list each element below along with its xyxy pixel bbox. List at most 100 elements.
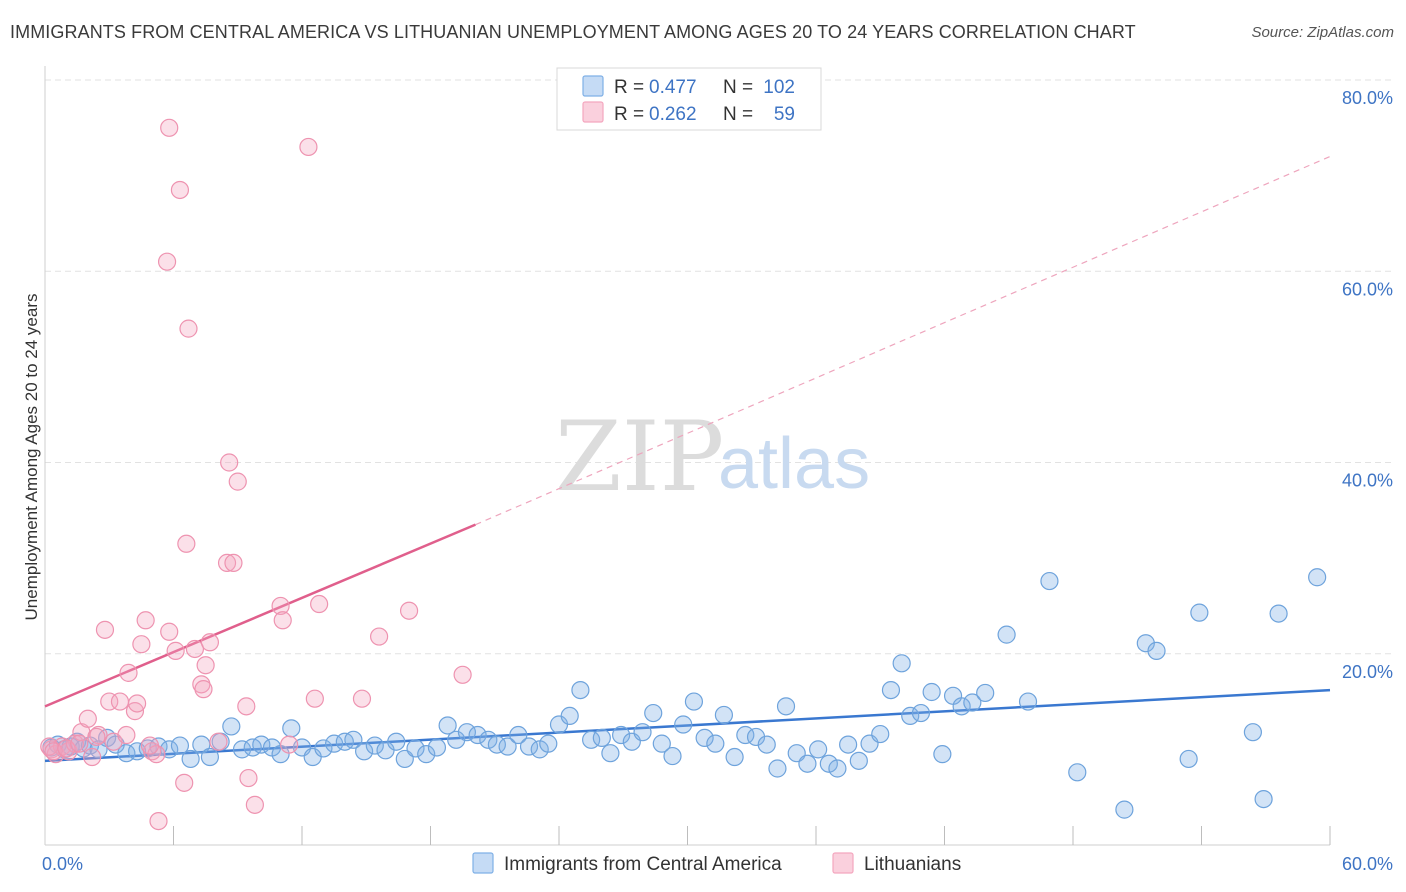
lithuanians-point-17 <box>132 635 151 654</box>
lithuanians-point-30 <box>185 639 205 659</box>
lithuanians-point-49 <box>352 689 372 708</box>
legend-n-label-0: N = <box>723 77 753 98</box>
legend-box: R = 0.477 N = 102 R = 0.262 N = 59 <box>556 67 822 131</box>
lithuanians-point-28 <box>177 534 196 553</box>
legend-r-label-0: R = <box>614 77 644 98</box>
lithuanians-point-50 <box>370 627 389 646</box>
central-america-point-85 <box>892 654 911 673</box>
central-america-point-53 <box>560 706 579 726</box>
central-america-point-93 <box>976 683 995 703</box>
central-america-point-54 <box>571 680 590 700</box>
chart-title: IMMIGRANTS FROM CENTRAL AMERICA VS LITHU… <box>10 22 1136 42</box>
central-america-point-56 <box>592 728 611 748</box>
lithuanians-point-9 <box>95 620 115 639</box>
central-america-point-102 <box>1308 568 1327 587</box>
lithuanians-point-25 <box>166 641 185 660</box>
lithuanians-point-38 <box>224 553 243 573</box>
central-america-point-96 <box>1040 571 1059 591</box>
watermark-zip: ZIP <box>555 401 724 513</box>
lithuanians-point-47 <box>305 689 324 708</box>
lithuanians-point-4 <box>65 734 85 753</box>
grid-lines <box>45 79 1392 655</box>
legend-swatch-lithuanians <box>582 101 604 123</box>
legend-r-value-1: 0.262 <box>649 104 697 125</box>
central-america-point-72 <box>757 735 776 754</box>
central-america-point-62 <box>652 734 671 753</box>
central-america-point-67 <box>706 734 725 753</box>
bottom-legend-label-central-america: Immigrants from Central America <box>504 854 782 875</box>
central-america-point-92 <box>963 693 982 712</box>
central-america-point-76 <box>798 754 817 773</box>
lithuanians-point-46 <box>299 137 318 157</box>
lithuanians-point-27 <box>175 773 194 792</box>
central-america-point-51 <box>539 734 558 753</box>
lithuanians-point-40 <box>237 697 256 716</box>
central-america-point-69 <box>725 747 744 767</box>
central-america-point-15 <box>170 736 190 755</box>
watermark-atlas: atlas <box>718 424 870 504</box>
central-america-point-38 <box>406 739 425 758</box>
central-america-point-43 <box>457 723 477 742</box>
central-america-point-57 <box>601 744 620 763</box>
central-america-point-79 <box>828 759 847 778</box>
y-tick-label-1: 40.0% <box>1342 471 1393 491</box>
central-america-point-63 <box>663 746 682 766</box>
watermark: ZIP atlas <box>555 401 870 513</box>
central-america-point-58 <box>612 725 631 745</box>
central-america-point-87 <box>911 703 931 723</box>
central-america-point-91 <box>952 697 971 716</box>
central-america-point-78 <box>819 754 838 773</box>
lithuanians-point-51 <box>399 601 419 620</box>
central-america-point-29 <box>314 739 333 758</box>
lithuanians-trend-extension <box>475 155 1331 526</box>
central-america-point-104 <box>1179 749 1198 769</box>
central-america-point-36 <box>387 732 406 751</box>
data-points <box>40 118 1327 831</box>
central-america-point-101 <box>1269 604 1288 623</box>
x-tick-label-1: 60.0% <box>1342 854 1393 874</box>
y-tick-labels: 20.0% 40.0% 60.0% 80.0% <box>1342 88 1393 682</box>
lithuanians-point-45 <box>280 735 299 754</box>
axes <box>44 66 1331 846</box>
central-america-point-77 <box>809 740 828 759</box>
central-america-point-45 <box>479 730 498 749</box>
x-tick-labels: 0.0% 60.0% <box>42 854 1393 874</box>
central-america-point-60 <box>633 723 652 742</box>
central-america-point-105 <box>1243 723 1263 742</box>
central-america-trend-line <box>44 688 1331 763</box>
trend-lines <box>44 155 1331 763</box>
central-america-point-73 <box>768 759 787 778</box>
central-america-point-68 <box>714 705 734 725</box>
lithuanians-point-13 <box>117 725 136 745</box>
central-america-point-99 <box>1147 641 1166 660</box>
lithuanians-point-43 <box>271 596 290 616</box>
lithuanians-point-56 <box>70 734 89 753</box>
lithuanians-point-14 <box>119 663 138 682</box>
central-america-point-47 <box>498 737 517 756</box>
lithuanians-point-23 <box>160 622 179 641</box>
legend-r-value-0: 0.477 <box>649 77 697 98</box>
lithuanians-point-48 <box>310 594 329 614</box>
bottom-legend-swatch-lithuanians <box>832 852 854 874</box>
lithuanians-point-7 <box>83 747 102 767</box>
central-america-point-106 <box>1115 800 1134 819</box>
lithuanians-point-22 <box>157 252 177 271</box>
central-america-point-20 <box>222 717 241 736</box>
lithuanians-point-21 <box>149 811 168 831</box>
central-america-point-40 <box>427 738 447 757</box>
lithuanians-point-32 <box>194 680 213 699</box>
lithuanians-point-12 <box>110 692 130 711</box>
lithuanians-point-16 <box>127 694 147 713</box>
central-america-point-89 <box>933 745 952 764</box>
y-axis-label: Unemployment Among Ages 20 to 24 years <box>22 294 41 621</box>
central-america-point-84 <box>881 680 901 700</box>
source-note: Source: ZipAtlas.com <box>1251 24 1394 41</box>
bottom-legend-label-lithuanians: Lithuanians <box>864 854 961 875</box>
lithuanians-point-41 <box>239 768 258 788</box>
bottom-legend: Immigrants from Central America Lithuani… <box>472 852 961 875</box>
lithuanians-trend-line <box>44 523 476 708</box>
bottom-legend-swatch-central-america <box>472 852 494 874</box>
central-america-point-41 <box>438 716 457 735</box>
central-america-point-39 <box>417 745 436 764</box>
legend-n-label-1: N = <box>723 104 753 125</box>
